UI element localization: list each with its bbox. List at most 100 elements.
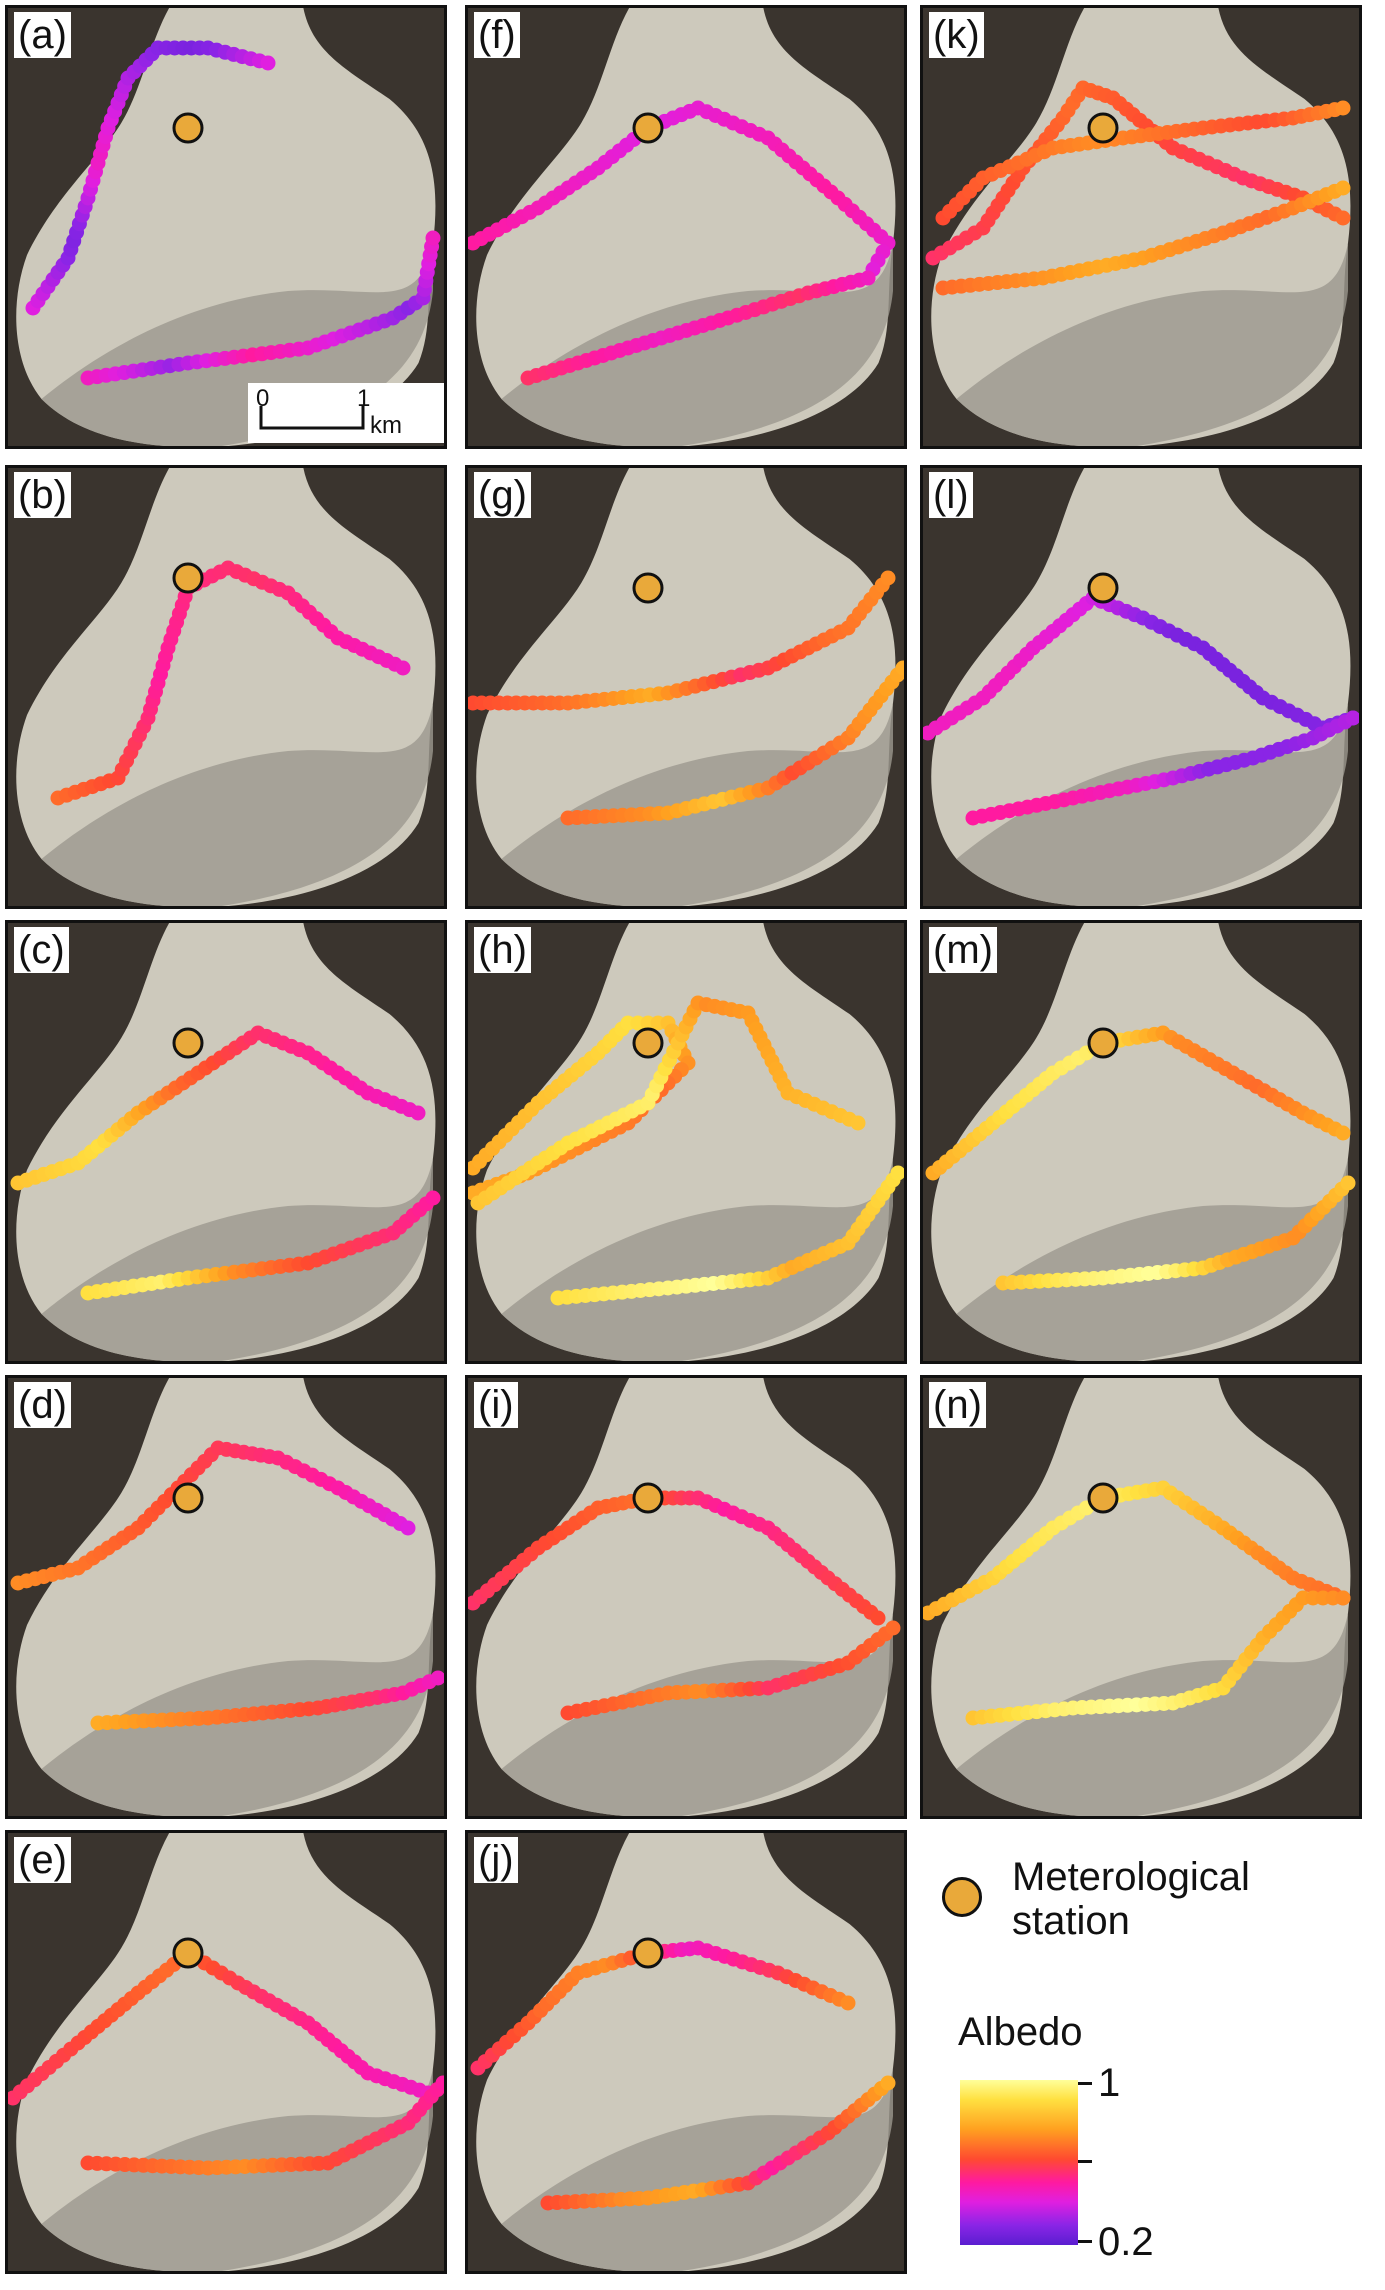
glacier-group: [16, 468, 436, 906]
panel-label: (e): [14, 1837, 71, 1883]
albedo-point: [260, 55, 276, 71]
panel-map: [923, 8, 1359, 446]
station-marker: [1087, 572, 1119, 604]
scalebar: 0 1km: [248, 383, 444, 443]
panel-map: [468, 468, 904, 906]
albedo-point: [885, 1620, 901, 1636]
panel-label: (i): [474, 1382, 518, 1428]
panel-map: [8, 468, 444, 906]
panel-c: (c): [5, 920, 447, 1364]
panel-label: (h): [474, 927, 531, 973]
panel-map: [923, 468, 1359, 906]
panel-label: (n): [929, 1382, 986, 1428]
station-marker: [172, 1027, 204, 1059]
legend-station-line1: Meterological: [1012, 1855, 1250, 1899]
scalebar-unit: km: [370, 412, 402, 439]
scalebar-line: [259, 406, 365, 430]
panel-map: [8, 1833, 444, 2271]
debris-zone: [501, 2068, 894, 2271]
station-marker: [632, 572, 664, 604]
albedo-title: Albedo: [958, 2010, 1083, 2054]
colorbar-tick-bottom: [1078, 2240, 1092, 2243]
colorbar-label-bottom: 0.2: [1098, 2220, 1154, 2264]
panel-label: (f): [474, 12, 520, 58]
albedo-point: [400, 1520, 416, 1536]
panel-label: (l): [929, 472, 973, 518]
panel-label: (c): [14, 927, 69, 973]
legend-station-line2: station: [1012, 1899, 1130, 1943]
panel-label: (g): [474, 472, 531, 518]
panel-i: (i): [465, 1375, 907, 1819]
station-marker: [632, 1937, 664, 1969]
station-marker: [172, 112, 204, 144]
station-marker: [632, 112, 664, 144]
albedo-point: [890, 1165, 904, 1181]
albedo-point: [1335, 100, 1351, 116]
panel-map: [923, 923, 1359, 1361]
panel-g: (g): [465, 465, 907, 909]
albedo-point: [850, 1115, 866, 1131]
station-marker: [1087, 112, 1119, 144]
albedo-point: [860, 270, 876, 286]
station-marker-icon: [942, 1877, 982, 1917]
glacier-group: [476, 923, 896, 1361]
station-marker: [1087, 1482, 1119, 1514]
legend-station: Meterological station: [930, 1855, 1350, 1965]
panel-a: 0 1 km (a): [5, 5, 447, 449]
debris-zone: [41, 703, 434, 906]
station-marker: [1087, 1027, 1119, 1059]
panel-map: 0 1km: [8, 8, 444, 446]
albedo-point: [410, 1105, 426, 1121]
panel-map: [468, 1833, 904, 2271]
scalebar-box: [248, 383, 444, 443]
debris-zone: [501, 1613, 894, 1816]
station-marker: [632, 1027, 664, 1059]
panel-d: (d): [5, 1375, 447, 1819]
albedo-point: [840, 1995, 856, 2011]
albedo-point: [880, 570, 896, 586]
albedo-point: [430, 1670, 444, 1686]
albedo-point: [1335, 1125, 1351, 1141]
panel-map: [468, 1378, 904, 1816]
debris-zone: [956, 1158, 1349, 1361]
panel-f: (f): [465, 5, 907, 449]
panel-label: (k): [929, 12, 984, 58]
albedo-point: [870, 1610, 886, 1626]
panel-h: (h): [465, 920, 907, 1364]
panel-label: (m): [929, 927, 997, 973]
panel-b: (b): [5, 465, 447, 909]
albedo-point: [425, 1190, 441, 1206]
panel-n: (n): [920, 1375, 1362, 1819]
debris-zone: [501, 1158, 894, 1361]
legend-station-text: Meterological station: [1012, 1855, 1250, 1943]
debris-zone: [41, 1158, 434, 1361]
scalebar-one: 1: [357, 385, 370, 412]
panel-m: (m): [920, 920, 1362, 1364]
albedo-point: [1335, 210, 1351, 226]
panel-e: (e): [5, 1830, 447, 2274]
panel-label: (b): [14, 472, 71, 518]
colorbar-label-top: 1: [1098, 2061, 1121, 2105]
panel-map: [8, 923, 444, 1361]
albedo-colorbar: [960, 2080, 1078, 2245]
albedo-point: [1335, 180, 1351, 196]
albedo-point: [395, 660, 411, 676]
panel-label: (j): [474, 1837, 518, 1883]
albedo-point: [880, 2075, 896, 2091]
colorbar-tick-top: [1078, 2082, 1092, 2085]
panel-label: (d): [14, 1382, 71, 1428]
station-marker: [172, 1937, 204, 1969]
station-marker: [172, 562, 204, 594]
debris-zone: [956, 243, 1349, 446]
panel-map: [468, 8, 904, 446]
station-marker: [632, 1482, 664, 1514]
colorbar-tick-mid: [1078, 2160, 1092, 2163]
albedo-point: [1340, 1175, 1356, 1191]
panel-k: (k): [920, 5, 1362, 449]
albedo-point: [435, 2075, 444, 2091]
panel-map: [8, 1378, 444, 1816]
albedo-point: [1345, 710, 1359, 726]
albedo-point: [895, 660, 904, 676]
panel-map: [468, 923, 904, 1361]
panel-j: (j): [465, 1830, 907, 2274]
